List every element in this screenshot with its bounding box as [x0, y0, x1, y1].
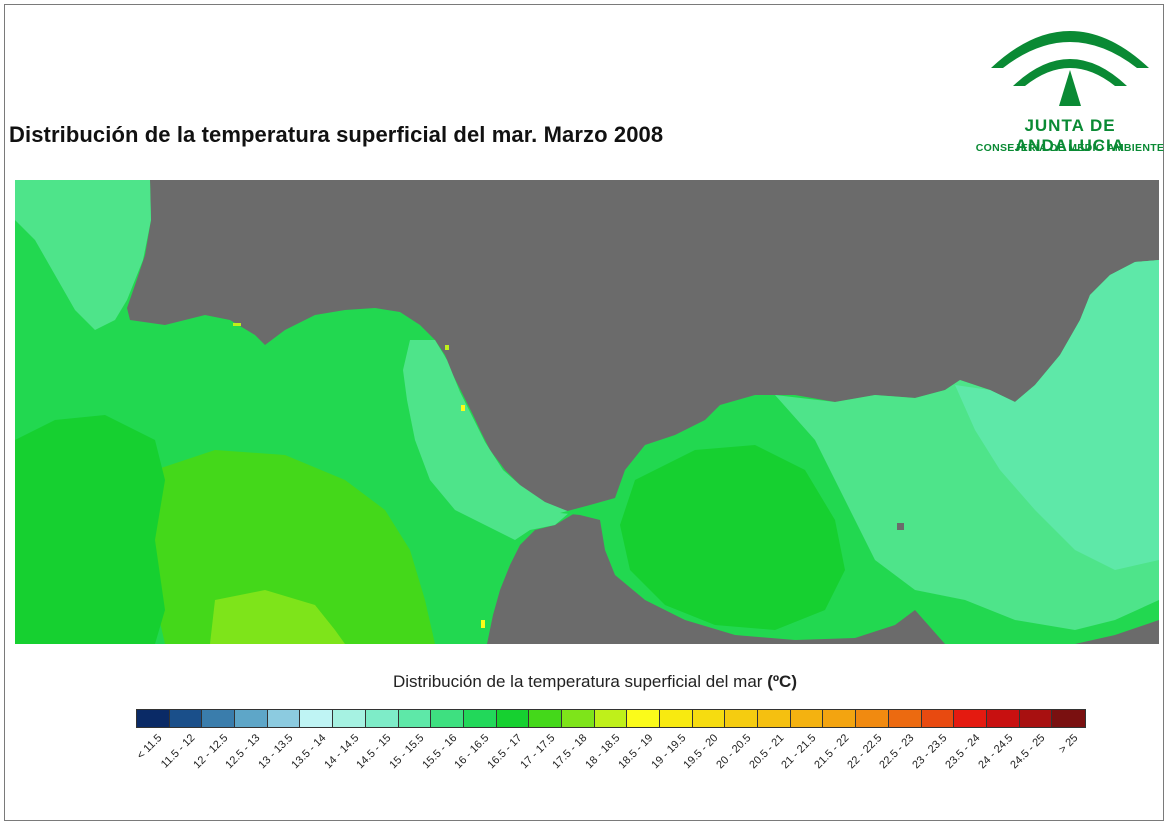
- atlantic-warm-core: [150, 450, 435, 644]
- page-title: Distribución de la temperatura superfici…: [9, 122, 664, 147]
- legend-swatch: [758, 710, 791, 727]
- legend-title-text: Distribución de la temperatura superfici…: [393, 672, 763, 691]
- atlantic-shelf-band: [15, 415, 165, 644]
- legend-tick-label: < 11.5: [135, 732, 165, 762]
- legend-tick-label: 13 - 13.5: [256, 732, 296, 772]
- legend-swatch: [986, 710, 1020, 727]
- logo-arcs-icon: [991, 31, 1149, 106]
- legend-swatch: [725, 710, 759, 727]
- legend-tick-label: 17.5 - 18: [550, 732, 590, 772]
- legend-swatch: [627, 710, 660, 727]
- legend-swatch: [333, 710, 366, 727]
- logo-subtitle: CONSEJERÍA DE MEDIO AMBIENTE: [975, 142, 1165, 154]
- legend-swatch: [365, 710, 399, 727]
- legend-tick-label: 13.5 - 14: [289, 732, 329, 772]
- legend-swatch: [496, 710, 530, 727]
- legend-tick-label: 14 - 14.5: [321, 732, 362, 772]
- legend-tick-label: 22.5 - 23: [877, 732, 917, 772]
- legend-tick-label: 16 - 16.5: [452, 732, 492, 772]
- legend-tick-label: 20.5 - 21: [746, 732, 787, 772]
- legend-tick-labels: < 11.5 11.5 - 12 12 - 12.5 12.5 - 13 13 - 13…: [135, 732, 1170, 792]
- legend-swatch: [1052, 710, 1085, 727]
- coastal-warm-spot: [233, 323, 241, 326]
- legend-swatch: [300, 710, 334, 727]
- legend-unit: (ºC): [767, 672, 797, 691]
- legend-swatch: [267, 710, 301, 727]
- legend-tick-label: 17 - 17.5: [518, 732, 558, 772]
- legend-tick-label: 16.5 - 17: [485, 732, 525, 772]
- legend-swatch: [431, 710, 464, 727]
- legend-tick-label: > 25: [1056, 732, 1081, 756]
- legend-swatch: [921, 710, 955, 727]
- legend-swatch: [594, 710, 628, 727]
- gibraltar-strait-band: [403, 340, 570, 540]
- legend-swatch: [202, 710, 236, 727]
- legend-tick-label: 24 - 24.5: [975, 732, 1016, 772]
- alboran-warm-core: [620, 445, 845, 630]
- legend-swatch: [137, 710, 170, 727]
- legend-swatch: [463, 710, 497, 727]
- logo-name: JUNTA DE ANDALUCIA: [1014, 116, 1126, 155]
- sea-temperature-map: [15, 180, 1159, 644]
- legend-swatch: [790, 710, 824, 727]
- legend-tick-label: 21.5 - 22: [812, 732, 852, 772]
- legend-tick-label: 14.5 - 15: [354, 732, 394, 772]
- legend-tick-label: 23 - 23.5: [910, 732, 950, 772]
- legend-tick-label: 11.5 - 12: [158, 732, 198, 771]
- island: [897, 523, 904, 530]
- junta-andalucia-logo: JUNTA DE ANDALUCIA CONSEJERÍA DE MEDIO A…: [975, 16, 1165, 166]
- atlantic-warmest-patch: [210, 590, 345, 644]
- legend-tick-label: 23.5 - 24: [943, 732, 983, 772]
- legend-swatch: [398, 710, 432, 727]
- legend-title: Distribución de la temperatura superfici…: [0, 672, 1170, 692]
- legend-swatch: [169, 710, 203, 727]
- coastal-warm-spot: [461, 405, 465, 411]
- legend-tick-label: 15.5 - 16: [419, 732, 460, 772]
- legend-swatch: [954, 710, 987, 727]
- legend-tick-label: 12.5 - 13: [223, 732, 263, 772]
- legend-swatch: [692, 710, 726, 727]
- legend-tick-label: 15 - 15.5: [387, 732, 427, 772]
- legend-swatch: [660, 710, 693, 727]
- legend-tick-label: 21 - 21.5: [779, 732, 819, 772]
- coastal-warm-spot: [445, 345, 449, 350]
- legend-color-bar: [136, 709, 1086, 728]
- legend-tick-label: 12 - 12.5: [191, 732, 231, 772]
- atlantic-coastal-band: [15, 180, 151, 330]
- legend-swatch: [856, 710, 889, 727]
- mediterranean-coolest-band: [955, 260, 1159, 570]
- legend-swatch: [561, 710, 595, 727]
- legend-swatch: [235, 710, 268, 727]
- legend-tick-label: 20 - 20.5: [714, 732, 754, 772]
- legend-swatch: [888, 710, 922, 727]
- legend-tick-label: 24.5 - 25: [1008, 732, 1048, 772]
- legend-tick-label: 18.5 - 19: [616, 732, 656, 772]
- legend-swatch: [823, 710, 857, 727]
- legend-swatch: [1019, 710, 1053, 727]
- legend-swatch: [529, 710, 562, 727]
- legend-tick-label: 22 - 22.5: [845, 732, 885, 772]
- legend-tick-label: 19.5 - 20: [681, 732, 721, 772]
- coastal-warm-spot: [481, 620, 485, 628]
- legend-tick-label: 18 - 18.5: [583, 732, 623, 772]
- legend-tick-label: 19 - 19.5: [648, 732, 689, 772]
